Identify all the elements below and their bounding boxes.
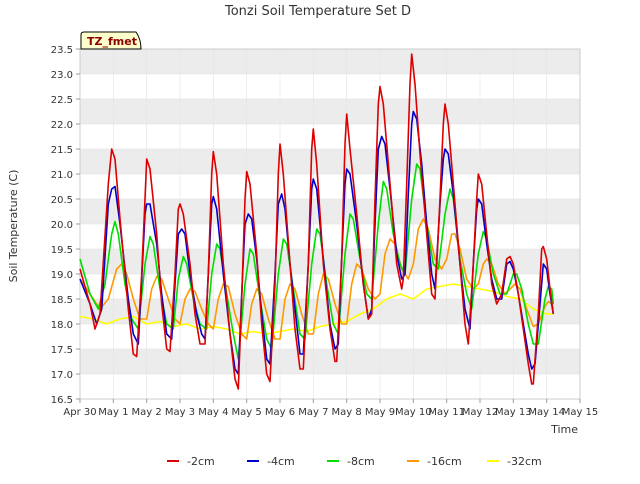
y-axis-label: Soil Temperature (C) [7,170,20,283]
y-axis-ticks: 16.5 17.0 17.5 18.0 18.5 19.0 19.5 20.0 20.5 21.0… [51,45,80,406]
plot-band [80,349,580,374]
y-tick-label: 18.5 [51,295,73,306]
x-tick-label: May 7 [298,407,328,418]
legend-label: -32cm [507,455,542,468]
x-tick-label: May 9 [365,407,395,418]
legend: -2cm -4cm -8cm -16cm -32cm [167,455,542,468]
x-tick-label: May 10 [395,407,432,418]
y-tick-label: 22.0 [51,120,73,131]
x-tick-label: Apr 30 [63,407,96,418]
plot-band [80,249,580,274]
x-tick-label: May 13 [495,407,532,418]
y-tick-label: 17.0 [51,370,73,381]
legend-item: -4cm [247,455,295,468]
y-tick-label: 17.5 [51,345,73,356]
y-tick-label: 20.5 [51,195,73,206]
y-tick-label: 22.5 [51,95,73,106]
series-line-2cm [79,53,555,390]
y-tick-label: 18.0 [51,320,73,331]
y-tick-label: 19.5 [51,245,73,256]
plot-band [80,49,580,74]
site-badge-box [80,31,142,50]
chart-title: Tonzi Soil Temperature Set D [224,4,411,19]
x-tick-label: May 15 [562,407,599,418]
series-line-32cm [79,283,554,335]
x-tick-label: May 2 [132,407,162,418]
x-tick-label: May 12 [462,407,499,418]
y-tick-label: 19.0 [51,270,73,281]
y-tick-label: 21.0 [51,170,73,181]
legend-item: -8cm [327,455,375,468]
x-tick-label: May 11 [428,407,465,418]
y-tick-label: 23.0 [51,70,73,81]
x-tick-label: May 14 [528,407,565,418]
y-tick-label: 20.0 [51,220,73,231]
y-tick-label: 16.5 [51,395,73,406]
plot-band [80,199,580,224]
series-lines [79,53,555,390]
legend-label: -16cm [427,455,462,468]
x-tick-label: May 4 [198,407,228,418]
legend-item: -32cm [487,455,542,468]
legend-item: -2cm [167,455,215,468]
x-axis-label: Time [550,423,578,436]
plot-band [80,99,580,124]
legend-label: -8cm [347,455,375,468]
x-tick-label: May 3 [165,407,195,418]
legend-label: -4cm [267,455,295,468]
site-badge-text: TZ_fmet [87,35,137,48]
x-tick-label: May 1 [98,407,128,418]
y-tick-label: 23.5 [51,45,73,56]
legend-label: -2cm [187,455,215,468]
x-axis-ticks: Apr 30 May 1 May 2 May 3 May 4 May 5 May 6 May … [63,399,598,418]
x-tick-label: May 8 [332,407,362,418]
y-tick-label: 21.5 [51,145,73,156]
x-tick-label: May 6 [265,407,295,418]
legend-item: -16cm [407,455,462,468]
plot-band [80,149,580,174]
site-badge: TZ_fmet [80,31,142,50]
x-tick-label: May 5 [232,407,262,418]
